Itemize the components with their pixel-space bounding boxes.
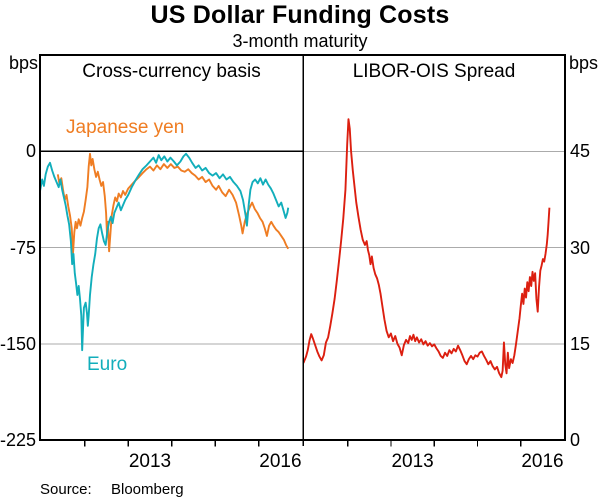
japanese-yen-line xyxy=(56,152,290,254)
right-axis-tick-label: 15 xyxy=(570,333,591,354)
left-axis-tick-label: -150 xyxy=(0,333,37,354)
source-label: Source: xyxy=(40,481,92,498)
left-axis-tick-label: -225 xyxy=(0,430,37,450)
left-axis-unit-label: bps xyxy=(8,53,38,73)
x-axis-year-label: 2013 xyxy=(391,451,434,472)
libor-ois-line xyxy=(303,118,551,379)
right-axis-tick-label: 30 xyxy=(570,237,591,258)
left-axis-tick-label: 0 xyxy=(25,141,36,162)
x-axis-year-label: 2016 xyxy=(521,451,564,472)
page-title: US Dollar Funding Costs xyxy=(150,1,450,29)
x-axis-year-label: 2013 xyxy=(128,451,172,472)
series-label-euro: Euro xyxy=(87,354,128,375)
x-axis-year-label: 2016 xyxy=(259,451,302,472)
euro-line xyxy=(40,152,290,352)
right-axis-tick-label: 45 xyxy=(570,141,591,162)
series-label-japanese-yen: Japanese yen xyxy=(66,117,185,138)
panel-title-cross-currency-basis: Cross-currency basis xyxy=(82,61,261,82)
right-axis-unit-label: bps xyxy=(569,53,599,73)
right-axis-tick-label: 0 xyxy=(570,430,581,450)
page-subtitle: 3-month maturity xyxy=(232,31,368,51)
left-axis-tick-label: -75 xyxy=(9,237,36,258)
source-value: Bloomberg xyxy=(111,481,184,498)
panel-title-libor-ois-spread: LIBOR-OIS Spread xyxy=(352,61,516,82)
